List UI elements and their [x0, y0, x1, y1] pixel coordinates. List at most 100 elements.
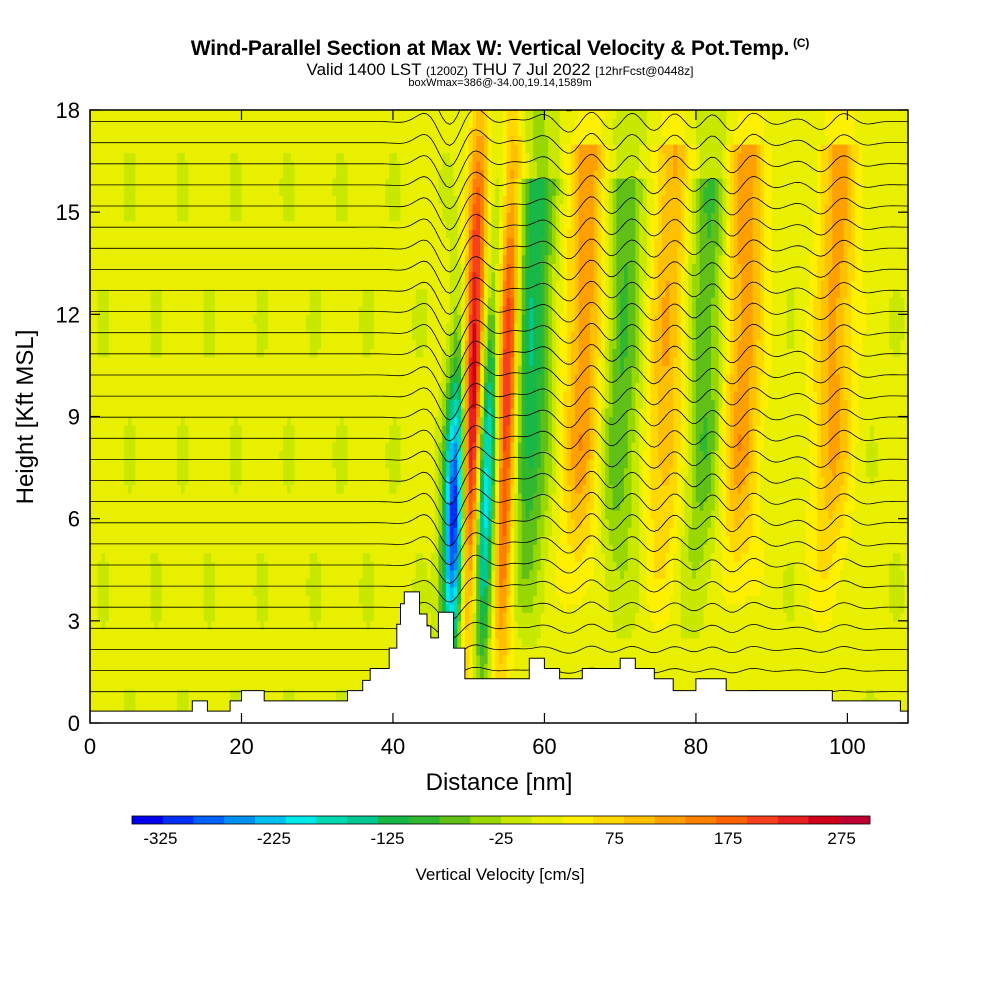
velocity-cell — [252, 229, 258, 239]
velocity-cell — [290, 501, 296, 511]
velocity-cell — [336, 493, 341, 503]
velocity-cell — [158, 237, 163, 247]
velocity-cell — [158, 561, 163, 571]
velocity-cell — [313, 484, 318, 494]
velocity-cell — [108, 178, 114, 188]
velocity-cell — [226, 246, 231, 256]
velocity-cell — [343, 186, 349, 196]
velocity-cell — [150, 348, 155, 358]
velocity-cell — [112, 569, 118, 579]
velocity-cell — [252, 220, 258, 230]
velocity-cell — [230, 288, 235, 298]
velocity-cell — [305, 535, 311, 545]
velocity-cell — [135, 407, 140, 418]
velocity-cell — [116, 603, 121, 613]
velocity-cell — [233, 425, 239, 435]
velocity-cell — [298, 237, 303, 247]
velocity-cell — [192, 246, 197, 256]
velocity-cell — [343, 135, 349, 145]
velocity-cell — [188, 373, 193, 384]
velocity-cell — [309, 135, 315, 145]
velocity-cell — [101, 399, 106, 409]
velocity-cell — [332, 586, 337, 596]
velocity-cell — [294, 561, 299, 571]
velocity-cell — [298, 620, 303, 630]
velocity-cell — [339, 331, 345, 341]
velocity-cell — [298, 203, 303, 213]
velocity-cell — [203, 152, 208, 162]
velocity-cell — [146, 586, 152, 596]
velocity-cell — [192, 603, 197, 613]
velocity-cell — [267, 603, 273, 613]
velocity-cell — [93, 407, 99, 418]
velocity-cell — [199, 280, 205, 290]
velocity-cell — [184, 697, 190, 707]
velocity-cell — [275, 144, 280, 154]
velocity-cell — [279, 646, 284, 656]
velocity-cell — [127, 254, 133, 264]
velocity-cell — [256, 425, 262, 435]
velocity-cell — [339, 518, 345, 528]
velocity-cell — [279, 254, 284, 264]
velocity-cell — [328, 212, 333, 222]
velocity-cell — [173, 518, 178, 528]
velocity-cell — [173, 535, 178, 545]
velocity-cell — [317, 407, 322, 418]
velocity-cell — [237, 450, 243, 460]
velocity-cell — [264, 603, 269, 613]
velocity-cell — [161, 237, 167, 247]
velocity-cell — [267, 527, 273, 537]
velocity-cell — [131, 118, 137, 128]
velocity-cell — [271, 518, 277, 528]
velocity-cell — [347, 339, 352, 349]
velocity-cell — [256, 510, 262, 520]
velocity-cell — [275, 637, 280, 647]
velocity-cell — [146, 705, 152, 716]
velocity-cell — [177, 484, 182, 494]
velocity-cell — [271, 561, 277, 571]
velocity-cell — [90, 654, 95, 664]
velocity-cell — [139, 322, 144, 332]
velocity-cell — [305, 586, 311, 596]
velocity-cell — [143, 561, 148, 571]
velocity-cell — [230, 654, 235, 664]
velocity-cell — [309, 305, 315, 315]
velocity-cell — [101, 518, 106, 528]
velocity-cell — [188, 365, 193, 375]
velocity-cell — [203, 144, 208, 154]
velocity-cell — [161, 212, 167, 222]
velocity-cell — [199, 110, 205, 120]
velocity-cell — [347, 629, 352, 639]
velocity-cell — [317, 322, 322, 332]
velocity-cell — [264, 442, 269, 452]
velocity-cell — [207, 237, 212, 247]
velocity-cell — [127, 527, 133, 537]
velocity-cell — [124, 365, 129, 375]
velocity-cell — [154, 254, 159, 264]
velocity-cell — [294, 127, 299, 137]
velocity-cell — [108, 407, 114, 418]
velocity-cell — [150, 637, 155, 647]
velocity-cell — [309, 348, 315, 358]
velocity-cell — [324, 629, 330, 639]
velocity-cell — [143, 203, 148, 213]
velocity-cell — [165, 356, 171, 367]
velocity-cell — [237, 586, 243, 596]
velocity-cell — [313, 518, 318, 528]
velocity-cell — [150, 127, 155, 137]
velocity-cell — [154, 365, 159, 375]
velocity-cell — [339, 186, 345, 196]
velocity-cell — [116, 612, 121, 622]
velocity-cell — [173, 186, 178, 196]
velocity-cell — [275, 407, 280, 418]
velocity-cell — [150, 595, 155, 605]
velocity-cell — [207, 314, 212, 324]
velocity-cell — [131, 603, 137, 613]
velocity-cell — [180, 467, 186, 477]
velocity-cell — [192, 484, 197, 494]
velocity-cell — [120, 314, 125, 324]
velocity-cell — [222, 280, 227, 290]
velocity-cell — [233, 271, 239, 281]
velocity-cell — [256, 271, 262, 281]
velocity-cell — [267, 390, 273, 401]
